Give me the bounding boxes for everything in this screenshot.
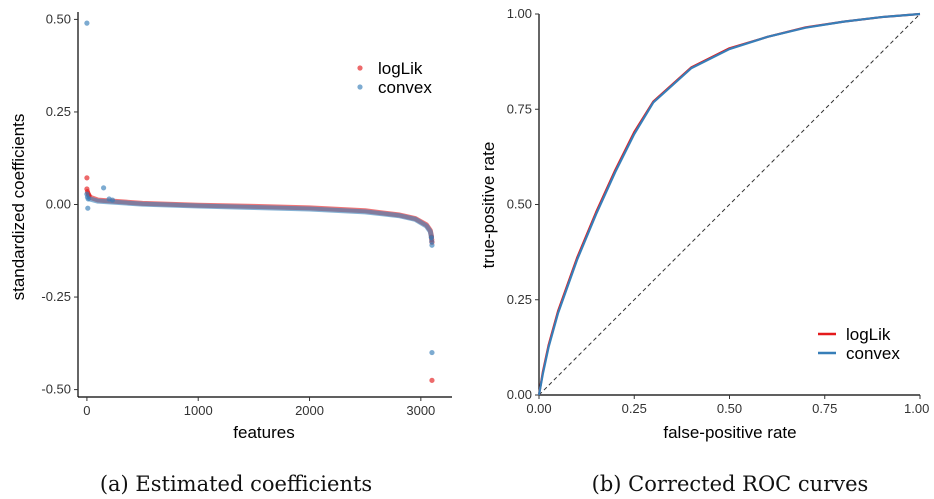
panel-b-y-tick-label: 0.50 <box>507 197 532 212</box>
panel-b-x-tick-label: 0.00 <box>526 401 551 416</box>
panel-b-legend-convex-label: convex <box>846 344 900 363</box>
panel-a-x-tick-label: 3000 <box>406 403 435 418</box>
panel-b-legend-loglik-label: logLik <box>846 325 891 344</box>
caption-a: (a) Estimated coefficients <box>100 472 372 496</box>
panel-a-convex-point <box>429 242 435 248</box>
panel-b-convex-line <box>537 12 921 396</box>
panel-a-legend-loglik-key <box>357 65 363 71</box>
panel-a-legend-convex-label: convex <box>378 78 432 97</box>
panel-a-x-tick-label: 0 <box>83 403 90 418</box>
panel-b-x-tick-label: 0.50 <box>717 401 742 416</box>
panel-a-xlabel: features <box>233 423 294 442</box>
panel-b-ylabel: true-positive rate <box>479 142 498 269</box>
panel-b-y-tick-label: 0.75 <box>507 101 532 116</box>
panel-a-convex-point <box>428 235 435 241</box>
panel-a-legend-convex-key <box>357 84 363 90</box>
panel-a-x-tick-label: 1000 <box>184 403 213 418</box>
panel-a-convex-point <box>101 185 107 191</box>
panel-a-convex-point <box>85 196 91 202</box>
panel-a-coefficients-scatter: features standardized coefficients -0.50… <box>9 11 452 442</box>
panel-b-y-tick-label: 1.00 <box>507 6 532 21</box>
panel-a-convex-point <box>109 197 116 203</box>
panel-a-y-tick-label: 0.00 <box>46 197 71 212</box>
panel-b-reference-diagonal <box>538 13 921 396</box>
panel-b-xlabel: false-positive rate <box>663 423 796 442</box>
panel-b-x-tick-label: 0.75 <box>812 401 837 416</box>
panel-a-loglik-point <box>429 377 435 383</box>
panel-a-convex-point <box>429 349 435 356</box>
panel-a-y-tick-label: -0.25 <box>41 289 71 304</box>
panel-b-y-tick-label: 0.25 <box>507 292 532 307</box>
panel-a-x-tick-label: 2000 <box>295 403 324 418</box>
panel-a-convex-point-band <box>87 196 434 240</box>
panel-b-x-tick-label: 1.00 <box>904 401 929 416</box>
panel-a-y-tick-label: -0.50 <box>41 382 71 397</box>
panel-a-legend-loglik-label: logLik <box>378 59 423 78</box>
panel-b-x-tick-label: 0.25 <box>622 401 647 416</box>
panel-b-roc-curves: false-positive rate true-positive rate 0… <box>479 6 929 442</box>
caption-b: (b) Corrected ROC curves <box>592 472 869 496</box>
panel-a-y-tick-label: 0.25 <box>46 104 71 119</box>
panel-a-convex-point <box>85 205 91 211</box>
panel-a-convex-point <box>84 20 90 26</box>
panel-a-y-tick-label: 0.50 <box>46 11 71 26</box>
panel-a-loglik-point <box>84 175 90 181</box>
panel-a-ylabel: standardized coefficients <box>9 114 28 301</box>
panel-b-y-tick-label: 0.00 <box>507 387 532 402</box>
